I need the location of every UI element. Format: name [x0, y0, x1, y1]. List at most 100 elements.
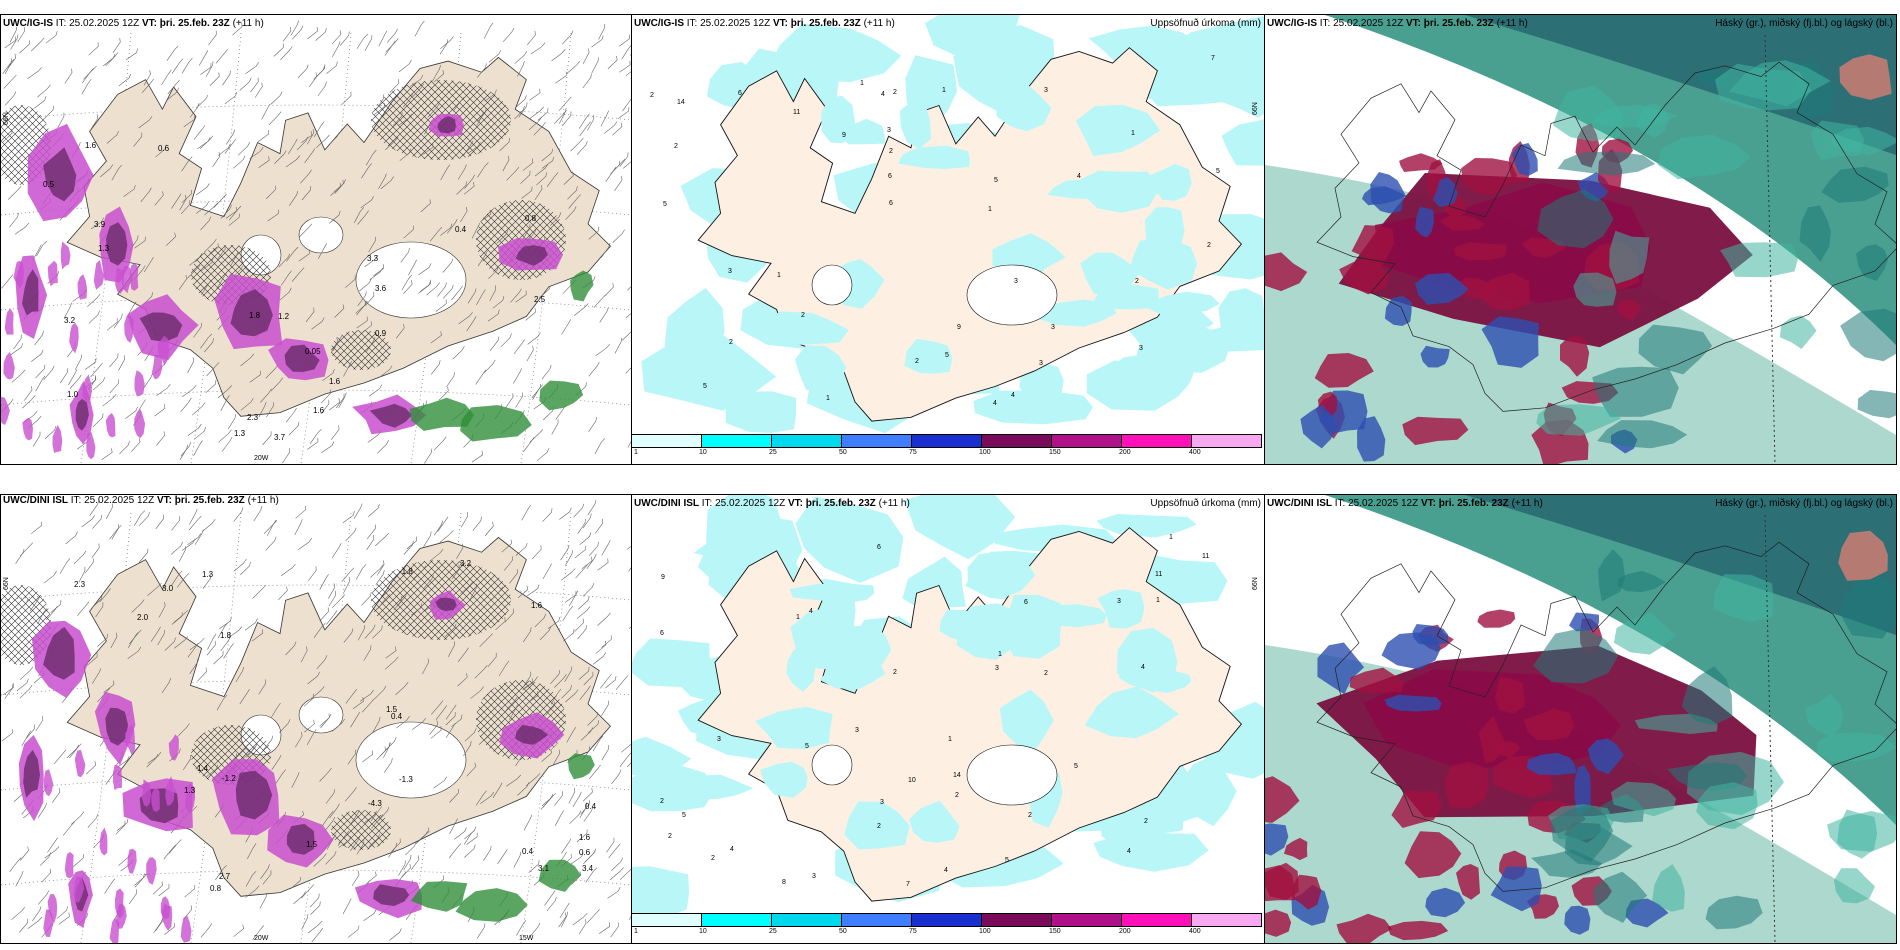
precip-streak [165, 776, 175, 806]
wind-barb [403, 280, 413, 294]
wind-barb [215, 864, 227, 881]
wind-barb [356, 839, 365, 855]
wind-barb [309, 428, 322, 444]
precip-streak [77, 274, 87, 300]
wind-barb [273, 43, 284, 57]
iceland-outline [1316, 541, 1896, 892]
wind-barb [249, 147, 264, 159]
low-cloud-cell [1524, 708, 1575, 741]
precip-area-land [909, 800, 960, 843]
precip-streak [127, 848, 137, 874]
wind-barb [366, 534, 375, 550]
wind-barb [189, 508, 198, 525]
precip-area [973, 390, 1093, 425]
wind-barb [133, 132, 143, 147]
wind-barb [329, 210, 341, 224]
precip-streak [82, 374, 92, 403]
wind-barb [315, 134, 330, 149]
wind-barb [364, 624, 376, 639]
wind-barb [479, 633, 493, 648]
wind-barb [603, 121, 618, 134]
wind-barb [457, 673, 468, 687]
wind-barb [359, 689, 374, 702]
temperature-label: -1.2 [222, 774, 236, 783]
wind-barb [420, 279, 431, 292]
temperature-label: 0.8 [210, 884, 222, 893]
precip-area-land [1178, 755, 1237, 827]
wind-barb [233, 924, 245, 937]
wind-barb [240, 353, 255, 367]
precip-value-label: 6 [1024, 599, 1028, 606]
wind-barb [182, 385, 197, 398]
cloud-patch [1537, 189, 1614, 249]
wind-barb [295, 505, 306, 519]
wind-barb [279, 719, 291, 733]
low-cloud-cell [1399, 153, 1443, 172]
wind-barb [9, 857, 22, 872]
wind-barb [200, 63, 212, 75]
wind-barb [31, 521, 42, 534]
wind-barb [523, 437, 535, 452]
wind-barb [21, 730, 31, 747]
wind-barb [534, 613, 547, 628]
wind-barb [260, 388, 272, 403]
wind-barb [206, 362, 220, 377]
wind-barb [325, 850, 337, 865]
wind-barb [583, 671, 594, 686]
precip-streak [69, 322, 79, 354]
wind-barb [509, 569, 518, 584]
wind-barb [579, 532, 592, 546]
wind-barb [399, 148, 411, 161]
wind-barb [315, 28, 327, 41]
wind-barb [87, 652, 98, 666]
wind-barb [14, 222, 30, 235]
low-cloud-cell [1357, 416, 1386, 462]
low-cloud-cell [1387, 920, 1449, 941]
rain-area [570, 270, 594, 302]
precip-area [632, 866, 690, 923]
wind-barb [356, 33, 369, 50]
wind-barb [118, 355, 126, 371]
wind-barb [324, 816, 336, 832]
wind-barb [440, 36, 454, 50]
wind-barb [601, 635, 612, 648]
wind-barb [364, 35, 373, 51]
wind-barb [31, 37, 45, 52]
precip-area-land [1084, 686, 1179, 739]
wind-barb [534, 185, 543, 201]
wind-barb [125, 406, 138, 419]
precip-streak [115, 267, 124, 294]
wind-barb [173, 610, 188, 623]
wind-barb [521, 504, 532, 521]
wind-barb [437, 282, 447, 297]
wind-barb [530, 42, 546, 55]
wind-barb [501, 539, 512, 553]
precip-value-label: 5 [1216, 168, 1220, 175]
wind-barb [492, 782, 503, 798]
wind-barb [95, 602, 104, 618]
wind-barb [410, 603, 422, 616]
precip-value-label: 1 [998, 651, 1002, 658]
wind-barb [610, 160, 620, 175]
wind-barb [377, 440, 389, 454]
wind-barb [576, 829, 588, 843]
wind-barb [155, 514, 164, 530]
colorbar-swatch [842, 434, 912, 448]
temperature-label: -1.3 [399, 775, 413, 784]
wind-barb [429, 549, 444, 562]
wind-barb [319, 607, 329, 622]
wind-barb [477, 162, 489, 178]
wind-barb [189, 659, 198, 675]
wind-barb [472, 516, 482, 531]
wind-barb [278, 253, 291, 268]
wind-barb [304, 148, 316, 164]
wind-barb [288, 191, 299, 206]
wind-barb [318, 243, 328, 259]
temperature-label: -1.8 [399, 567, 413, 576]
wind-barb [541, 793, 556, 807]
wind-barb [618, 34, 630, 47]
wind-barb [208, 30, 217, 46]
precip-value-label: 1 [1156, 597, 1160, 604]
temperature-label: 1.5 [306, 840, 318, 849]
wind-barb [442, 258, 454, 273]
